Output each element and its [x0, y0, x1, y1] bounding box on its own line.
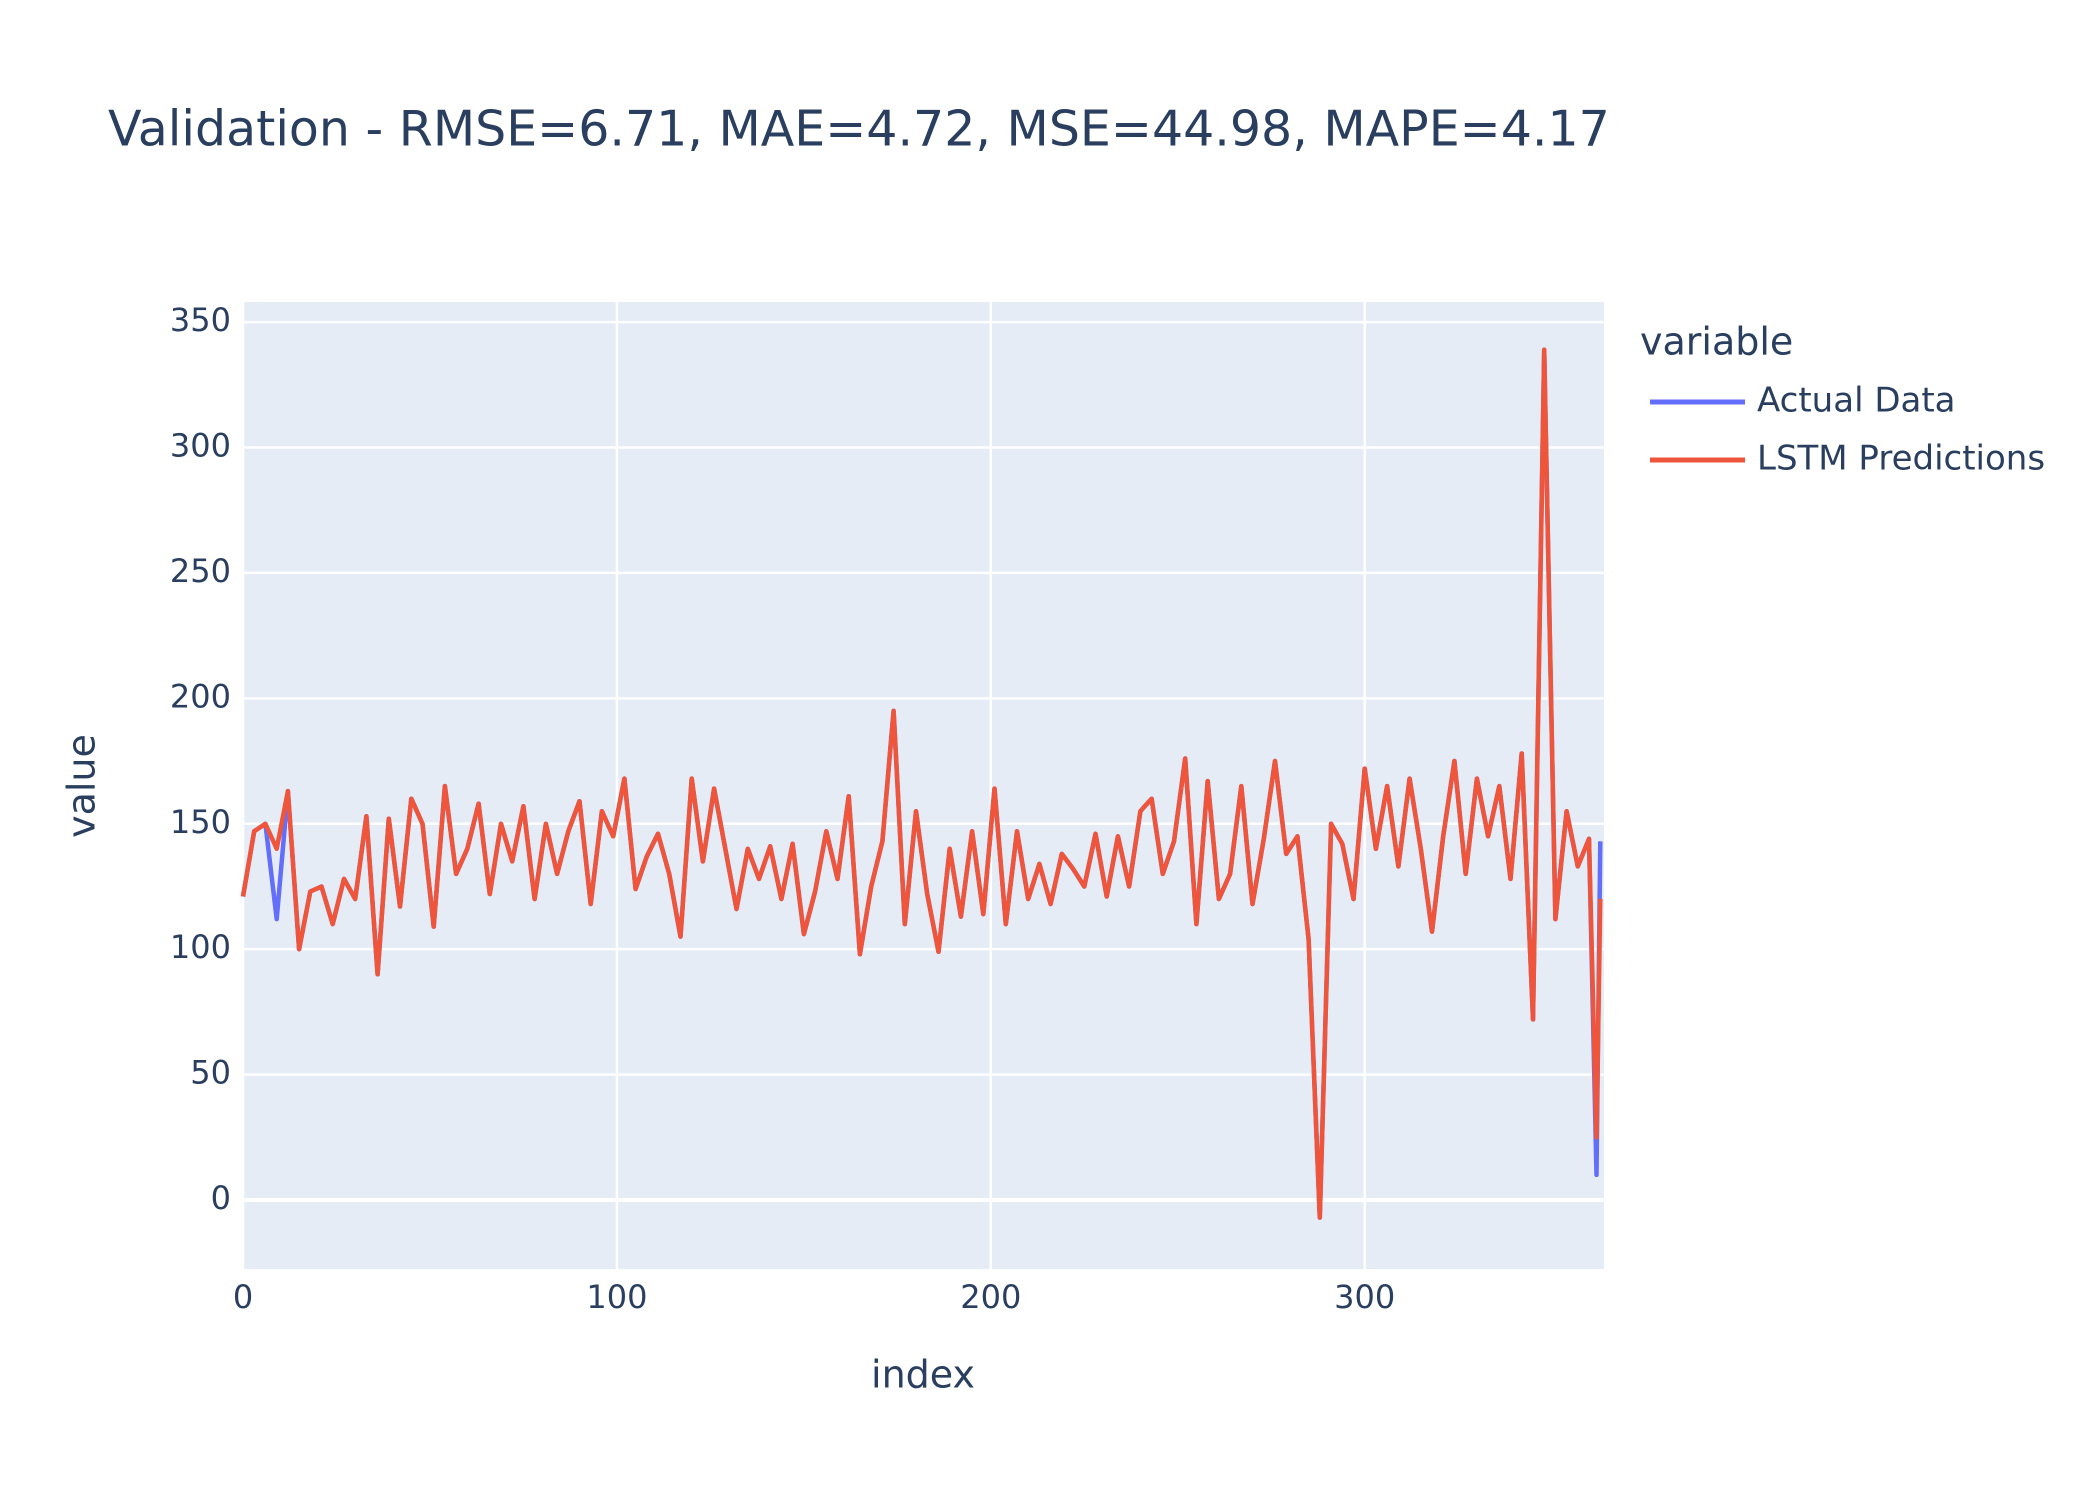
y-tick-label: 100 — [170, 928, 231, 966]
x-tick-label: 0 — [233, 1278, 253, 1316]
chart-title: Validation - RMSE=6.71, MAE=4.72, MSE=44… — [108, 101, 1610, 158]
plot-area — [243, 302, 1604, 1269]
x-tick-label: 100 — [586, 1278, 647, 1316]
legend-title: variable — [1640, 320, 1793, 364]
y-tick-label: 300 — [170, 426, 231, 464]
data-line — [240, 347, 1603, 1220]
x-tick-label: 300 — [1334, 1278, 1395, 1316]
y-tick-label: 350 — [170, 301, 231, 339]
grid — [241, 302, 1604, 1269]
legend-label: Actual Data — [1757, 381, 1956, 421]
lines — [240, 347, 1603, 1220]
legend-label: LSTM Predictions — [1757, 439, 2045, 479]
y-tick-label: 150 — [170, 803, 231, 841]
y-tick-label: 0 — [211, 1179, 231, 1217]
y-tick-label: 200 — [170, 677, 231, 715]
y-tick-label: 50 — [190, 1054, 231, 1092]
y-tick-label: 250 — [170, 552, 231, 590]
x-axis-title: index — [871, 1353, 975, 1397]
y-axis-title: value — [60, 734, 104, 838]
x-tick-label: 200 — [960, 1278, 1021, 1316]
